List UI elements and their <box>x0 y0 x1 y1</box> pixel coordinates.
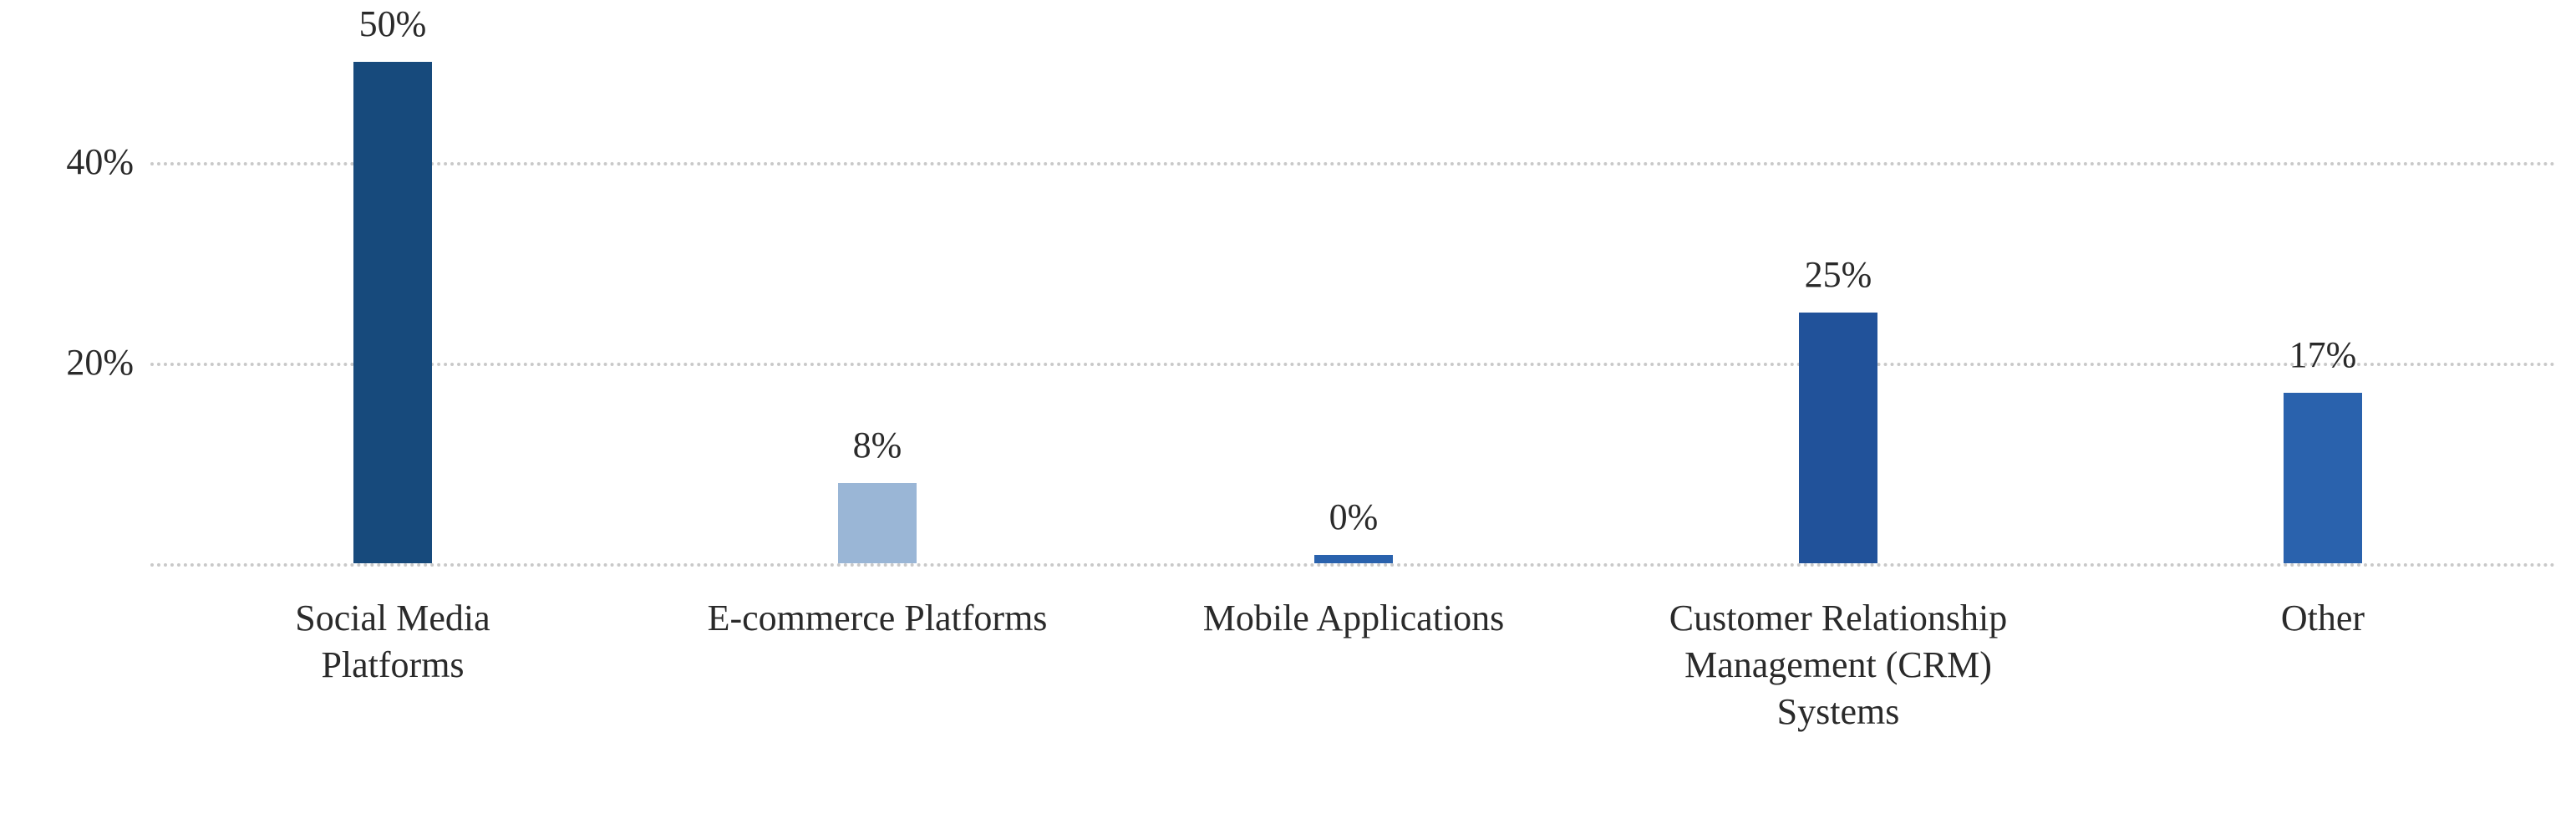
y-tick-label: 40% <box>0 140 134 185</box>
x-label-crm: Customer RelationshipManagement (CRM)Sys… <box>1588 595 2089 735</box>
x-label-line: Management (CRM) <box>1588 642 2089 689</box>
x-label-line: Mobile Applications <box>1120 595 1588 642</box>
x-label-line: Platforms <box>175 642 610 689</box>
gridline <box>150 162 2557 165</box>
x-label-line: Social Media <box>175 595 610 642</box>
x-label-other: Other <box>2106 595 2540 642</box>
bar-social-media <box>353 62 432 563</box>
x-label-line: Other <box>2106 595 2540 642</box>
gridline <box>150 363 2557 366</box>
x-label-line: E-commerce Platforms <box>643 595 1111 642</box>
bar-ecommerce <box>838 483 917 563</box>
bar-value-mobile-apps: 0% <box>1270 496 1437 538</box>
bar-value-ecommerce: 8% <box>794 424 961 466</box>
x-label-line: Customer Relationship <box>1588 595 2089 642</box>
gridline <box>150 563 2557 567</box>
bar-value-other: 17% <box>2239 333 2406 376</box>
y-tick-label: 20% <box>0 341 134 385</box>
x-label-line: Systems <box>1588 689 2089 735</box>
x-label-mobile-apps: Mobile Applications <box>1120 595 1588 642</box>
bar-value-crm: 25% <box>1755 253 1922 296</box>
bar-mobile-apps <box>1314 555 1393 563</box>
bar-crm <box>1799 313 1877 563</box>
bar-value-social-media: 50% <box>309 3 476 45</box>
bar-other <box>2284 393 2362 563</box>
x-label-social-media: Social MediaPlatforms <box>175 595 610 689</box>
bar-chart: 20% 40% 50% Social MediaPlatforms 8% E-commer… <box>0 0 2576 819</box>
x-label-ecommerce: E-commerce Platforms <box>643 595 1111 642</box>
